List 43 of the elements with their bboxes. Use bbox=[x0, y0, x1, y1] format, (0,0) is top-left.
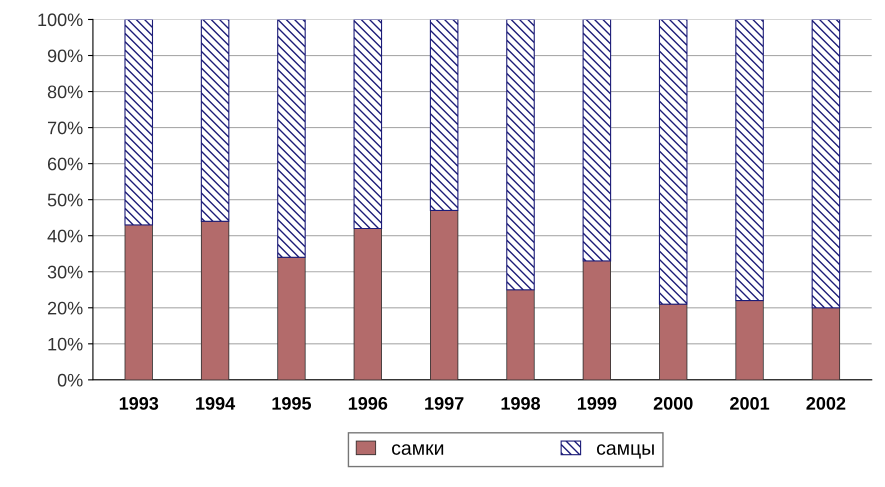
bar bbox=[354, 228, 382, 380]
bar bbox=[735, 300, 764, 380]
x-tick-label: 1996 bbox=[348, 397, 388, 410]
y-tick-label: 80% bbox=[48, 85, 83, 98]
y-tick-label: 30% bbox=[48, 266, 83, 278]
bar bbox=[124, 19, 154, 226]
legend-label: самки bbox=[392, 444, 444, 455]
x-tick-label: 1999 bbox=[578, 397, 616, 410]
bar bbox=[430, 19, 458, 212]
bar bbox=[430, 210, 458, 380]
bar bbox=[200, 220, 230, 380]
x-tick-label: 1998 bbox=[502, 397, 540, 410]
bar bbox=[582, 260, 612, 380]
bar bbox=[812, 19, 840, 308]
bar bbox=[812, 307, 840, 380]
y-tick-label: 40% bbox=[47, 230, 83, 242]
x-tick-label: 2002 bbox=[806, 397, 846, 410]
y-tick-label: 100% bbox=[38, 13, 83, 26]
x-tick-label: 1997 bbox=[425, 397, 464, 410]
x-tick-label: 1995 bbox=[272, 397, 312, 410]
x-tick-label: 2001 bbox=[730, 397, 770, 410]
x-tick-label: 2000 bbox=[654, 397, 693, 410]
y-tick-label: 50% bbox=[48, 194, 83, 206]
bar bbox=[277, 256, 306, 380]
bar bbox=[353, 19, 382, 230]
bar bbox=[200, 19, 230, 222]
x-tick-label: 1994 bbox=[196, 397, 236, 410]
y-tick-label: 90% bbox=[48, 49, 83, 62]
bar bbox=[735, 19, 764, 302]
legend-label: самцы bbox=[596, 444, 654, 459]
bar bbox=[506, 289, 535, 380]
bar bbox=[277, 19, 306, 258]
bar bbox=[124, 224, 153, 380]
bar bbox=[659, 304, 688, 380]
y-tick-label: 0% bbox=[58, 374, 83, 387]
bar bbox=[506, 19, 535, 290]
bar bbox=[582, 19, 612, 262]
y-tick-label: 60% bbox=[48, 158, 83, 170]
x-tick-label: 1993 bbox=[120, 397, 158, 410]
y-tick-label: 20% bbox=[48, 302, 83, 315]
y-tick-label: 10% bbox=[48, 338, 83, 351]
y-tick-label: 70% bbox=[48, 122, 83, 134]
bar bbox=[658, 19, 688, 305]
